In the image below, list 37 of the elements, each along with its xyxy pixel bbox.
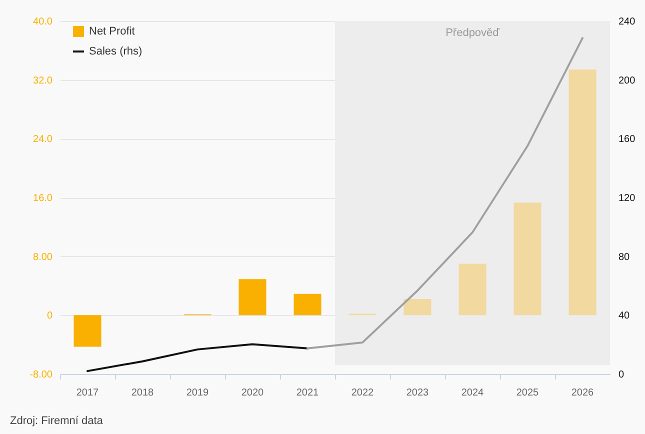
x-tick-label: 2019 [186, 388, 210, 398]
x-tick-label: 2018 [131, 388, 154, 398]
y-tick-label: 24.0 [33, 134, 53, 146]
bar [568, 70, 596, 316]
bar [238, 279, 266, 316]
bar [74, 315, 102, 347]
x-tick-label: 2021 [296, 388, 320, 398]
line-series [306, 37, 584, 350]
y-tick-label: 8.00 [33, 252, 53, 263]
y-tick-label: 40.0 [33, 16, 53, 28]
y-tick-label: -8.00 [30, 370, 53, 380]
y-tick-label: 16.0 [33, 193, 53, 204]
y2-tick-label: 200 [618, 75, 636, 86]
legend-label: Sales (rhs) [89, 46, 142, 58]
band-label: Předpověď [446, 27, 500, 39]
y2-tick-label: 160 [618, 134, 636, 146]
y-tick-label: 0 [46, 310, 53, 322]
bar [404, 298, 432, 316]
x-tick-label: 2022 [351, 388, 374, 398]
bar [294, 294, 322, 316]
x-tick-label: 2020 [241, 388, 264, 398]
y2-tick-label: 40 [618, 310, 630, 322]
text: Zdroj: Firemní data [10, 415, 104, 427]
y2-tick-label: 120 [618, 193, 636, 204]
y2-tick-label: 0 [618, 370, 624, 380]
legend-label: Net Profit [89, 26, 135, 38]
bar [458, 264, 486, 316]
line-series [86, 343, 308, 372]
x-tick-label: 2023 [406, 388, 430, 398]
y-tick-label: 32.0 [33, 75, 53, 86]
x-tick-label: 2025 [516, 388, 540, 398]
y2-tick-label: 80 [618, 252, 630, 263]
x-tick-label: 2017 [76, 388, 100, 398]
x-tick-label: 2026 [571, 388, 594, 398]
bar [514, 202, 542, 316]
y2-tick-label: 240 [618, 16, 636, 28]
x-tick-label: 2024 [461, 388, 484, 398]
